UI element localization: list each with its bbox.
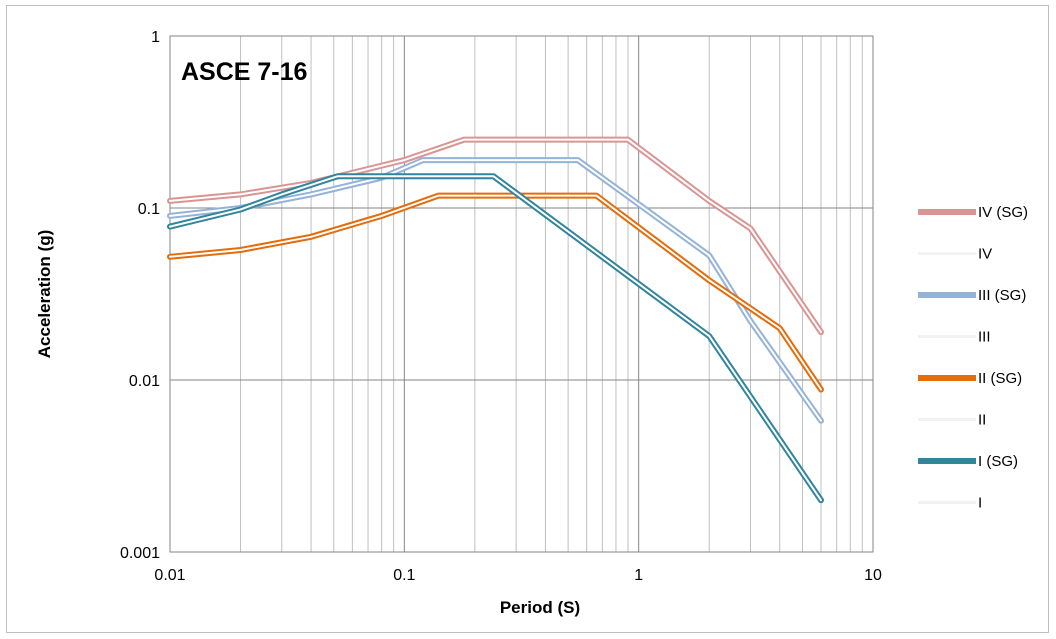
legend-entry: IV (SG) [918,204,1028,221]
legend-label: III [978,329,991,346]
legend-entry: III [918,329,991,346]
legend-label: IV [978,246,992,263]
legend-label: IV (SG) [978,204,1028,221]
legend-entry: I [918,495,982,512]
series-line-outer [167,136,824,336]
series-i-sg [167,173,824,504]
y-tick-label: 0.1 [138,201,160,218]
y-axis-title: Acceleration (g) [35,230,54,358]
legend-entry: I (SG) [918,453,1018,470]
y-tick-label: 1 [151,29,160,46]
x-axis-title: Period (S) [500,598,580,617]
legend-label: II (SG) [978,370,1022,387]
tick-layer: 0.01 0.1 1 10 1 0.1 0.01 0.001 [120,29,882,584]
chart-title: ASCE 7-16 [181,58,307,86]
legend-entry: II (SG) [918,370,1022,387]
plot-area [169,35,874,553]
legend-entry: II [918,412,986,429]
x-tick-label: 0.1 [393,567,415,584]
legend-label: III (SG) [978,287,1026,304]
series-line-outer [167,173,824,504]
chart-frame [6,5,1049,633]
legend-label: I (SG) [978,453,1018,470]
series-line-inner [169,138,822,334]
legend-entry: IV [918,246,992,263]
x-tick-label: 10 [864,567,882,584]
series-line-inner [169,175,822,502]
series-iv-sg [167,136,824,336]
series-line-inner [169,194,822,391]
legend-label: II [978,412,986,429]
series-ii-sg [167,192,824,393]
y-tick-label: 0.01 [129,373,160,390]
y-tick-label: 0.001 [120,545,160,562]
x-tick-label: 0.01 [154,567,185,584]
x-tick-label: 1 [634,567,643,584]
series-layer [167,136,824,504]
grid-layer [169,35,874,553]
legend-label: I [978,495,982,512]
legend-entry: III (SG) [918,287,1026,304]
